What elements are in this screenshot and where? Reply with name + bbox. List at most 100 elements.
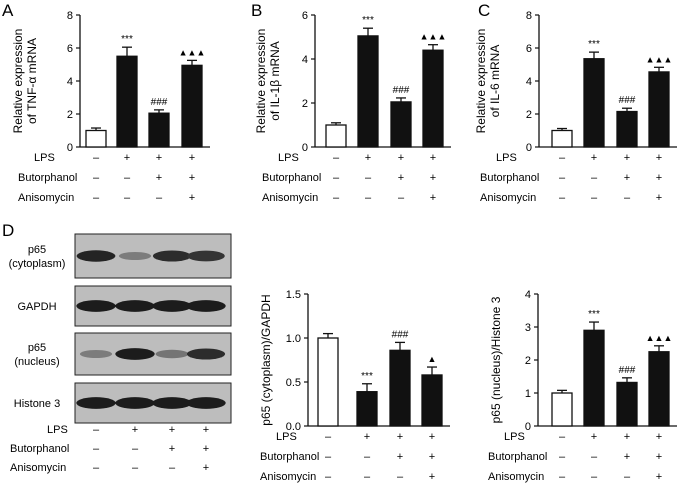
bar [583, 329, 605, 427]
chart-panel-b: 0 2 4 6 Relative expression of IL-1β mRNA *** #… [254, 10, 451, 204]
treatment-sign: – [124, 192, 131, 204]
y-tick-label: 0 [302, 142, 308, 154]
blot-band [187, 250, 225, 262]
treatment-sign: + [365, 152, 371, 164]
blot-band [79, 349, 113, 359]
blot-row: GAPDH [17, 285, 232, 327]
y-tick-label: 4 [67, 76, 73, 88]
y-axis-label: of IL-6 mRNA [488, 45, 502, 118]
treatment-label: Anisomycin [260, 471, 316, 483]
treatment-label: Anisomycin [488, 471, 544, 483]
significance-label: ### [151, 97, 168, 108]
treatment-sign: + [189, 192, 195, 204]
significance-label: ### [393, 85, 410, 96]
blot-band [186, 397, 226, 409]
treatment-sign: – [591, 192, 598, 204]
blot-band [152, 250, 192, 262]
y-tick-label: 1.5 [286, 289, 301, 301]
bar [648, 351, 670, 427]
bar [325, 124, 347, 148]
treatment-label: Anisomycin [480, 192, 536, 204]
treatment-sign: + [656, 192, 662, 204]
panel-letter-d: D [2, 221, 14, 240]
treatment-sign: + [430, 152, 436, 164]
blot-row-label: (nucleus) [14, 356, 59, 368]
y-axis-label: of IL-1β mRNA [268, 41, 282, 121]
y-tick-label: 3 [525, 322, 531, 334]
treatment-sign: + [398, 152, 404, 164]
treatment-sign: – [559, 471, 566, 483]
bar [357, 35, 379, 148]
treatment-sign: + [430, 192, 436, 204]
blot-row: Histone 3 [14, 382, 232, 424]
y-tick-label: 8 [526, 10, 532, 22]
blot-band [152, 300, 192, 312]
treatment-sign: + [624, 451, 630, 463]
blot-band [115, 397, 155, 409]
y-tick-label: 4 [526, 76, 532, 88]
blot-row-label: p65 [28, 342, 46, 354]
y-axis-label: Relative expression [474, 29, 488, 134]
blot-treatment-sign: + [203, 443, 209, 455]
y-tick-label: 2 [302, 98, 308, 110]
treatment-sign: – [124, 172, 131, 184]
significance-label: *** [588, 309, 600, 320]
blot-band [115, 300, 155, 312]
blot-treatment-sign: – [169, 462, 176, 474]
treatment-label: Butorphanol [262, 172, 321, 184]
y-tick-label: 0.5 [286, 377, 301, 389]
significance-label: *** [588, 39, 600, 50]
treatment-sign: + [656, 172, 662, 184]
y-tick-label: 4 [525, 289, 531, 301]
treatment-sign: – [325, 431, 332, 443]
y-tick-label: 2 [525, 355, 531, 367]
blot-treatment-label: LPS [47, 424, 68, 436]
treatment-sign: – [624, 471, 631, 483]
y-tick-label: 1 [525, 388, 531, 400]
treatment-sign: – [559, 192, 566, 204]
treatment-sign: – [365, 172, 372, 184]
treatment-sign: – [364, 471, 371, 483]
panel-letter-c: C [478, 1, 490, 20]
bar [356, 391, 378, 427]
blot-treatment-sign: + [132, 424, 138, 436]
treatment-sign: + [189, 172, 195, 184]
significance-label: ▲ [428, 354, 437, 364]
treatment-label: Anisomycin [18, 192, 74, 204]
treatment-sign: – [559, 152, 566, 164]
blot-treatment-sign: + [203, 424, 209, 436]
y-axis-label: Relative expression [11, 29, 25, 134]
treatment-sign: + [624, 172, 630, 184]
blot-treatment-sign: + [169, 424, 175, 436]
treatment-sign: – [93, 152, 100, 164]
blot-band [76, 397, 116, 409]
blot-treatment-sign: – [132, 443, 139, 455]
treatment-label: Butorphanol [260, 451, 319, 463]
blot-band [152, 397, 192, 409]
treatment-sign: + [656, 471, 662, 483]
treatment-sign: + [156, 152, 162, 164]
significance-label: ▲▲▲ [646, 333, 673, 343]
y-tick-label: 6 [67, 43, 73, 55]
treatment-sign: – [93, 192, 100, 204]
significance-label: ### [619, 95, 636, 106]
bar [551, 129, 573, 148]
treatment-sign: + [429, 451, 435, 463]
treatment-sign: – [591, 451, 598, 463]
blot-row-label: (cytoplasm) [9, 258, 66, 270]
treatment-label: Butorphanol [480, 172, 539, 184]
treatment-sign: – [397, 471, 404, 483]
y-tick-label: 0.0 [286, 421, 301, 433]
western-blot: p65 (cytoplasm) GAPDH p65 (nucleus) Histone 3… [9, 233, 232, 474]
panel-letter-b: B [251, 1, 262, 20]
bar [616, 381, 638, 427]
y-tick-label: 0 [525, 421, 531, 433]
treatment-sign: + [398, 172, 404, 184]
bar [551, 392, 573, 427]
treatment-sign: + [591, 431, 597, 443]
y-tick-label: 1.0 [286, 333, 301, 345]
blot-band [155, 349, 189, 359]
significance-label: ### [619, 365, 636, 376]
treatment-sign: – [333, 192, 340, 204]
